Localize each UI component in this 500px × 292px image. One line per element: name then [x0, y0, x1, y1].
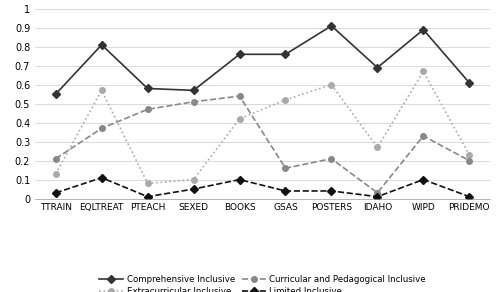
Legend: Comprehensive Inclusive, Extracurricular Inclusive, Curricular and Pedagogical I: Comprehensive Inclusive, Extracurricular…: [99, 275, 426, 292]
